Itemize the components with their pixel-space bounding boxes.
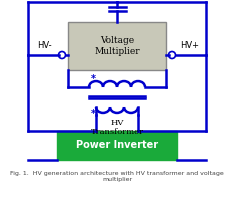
Bar: [57, 131, 177, 160]
Text: HV
Transformer: HV Transformer: [91, 119, 143, 136]
Text: HV-: HV-: [37, 40, 51, 49]
Text: *: *: [91, 74, 95, 84]
Text: Power Inverter: Power Inverter: [76, 140, 158, 150]
Text: HV+: HV+: [180, 40, 200, 49]
Text: Voltage
Multiplier: Voltage Multiplier: [94, 36, 140, 56]
Bar: [68, 22, 166, 70]
Text: *: *: [91, 109, 95, 119]
Text: Fig. 1.  HV generation architecture with HV transformer and voltage
multiplier: Fig. 1. HV generation architecture with …: [10, 171, 224, 182]
